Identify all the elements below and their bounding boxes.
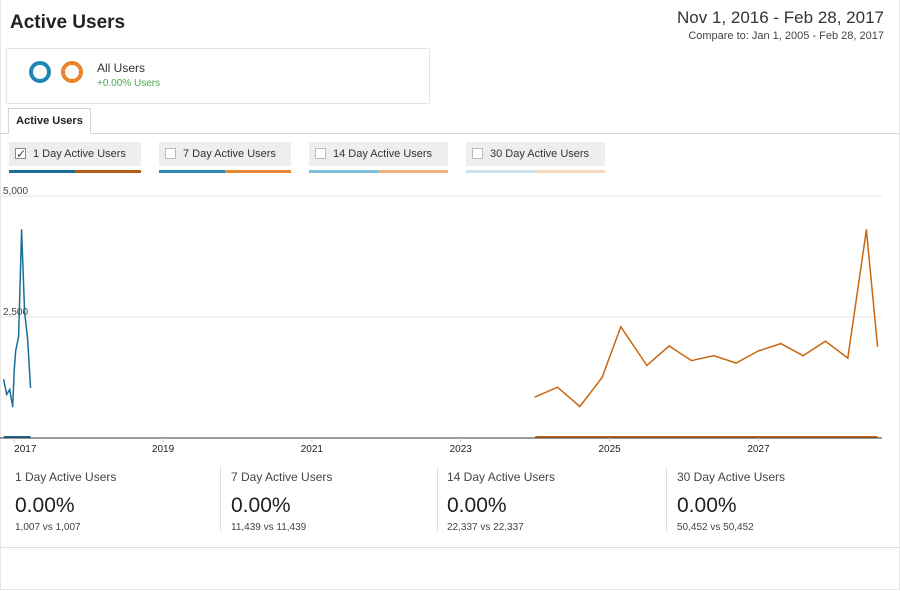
data-point — [20, 229, 23, 231]
checkbox-icon[interactable] — [165, 148, 176, 159]
stat-30-day: 30 Day Active Users 0.00% 50,452 vs 50,4… — [677, 470, 785, 533]
x-tick-label: 2021 — [301, 444, 324, 455]
stat-percent: 0.00% — [15, 494, 75, 517]
metric-color-bar — [309, 170, 448, 173]
data-point — [17, 335, 20, 338]
stat-name: 30 Day Active Users — [677, 470, 786, 484]
x-tick-label: 2017 — [14, 444, 37, 455]
metric-label: 30 Day Active Users — [490, 148, 590, 160]
data-point — [846, 357, 849, 359]
metric-toggle-1-day[interactable]: 1 Day Active Users — [9, 142, 141, 173]
x-tick-label: 2019 — [152, 444, 175, 455]
metric-color-b — [225, 170, 291, 173]
stat-14-day: 14 Day Active Users 0.00% 22,337 vs 22,3… — [447, 470, 555, 533]
data-point — [26, 337, 29, 340]
stat-compare: 11,439 vs 11,439 — [231, 522, 307, 533]
metric-color-bar — [9, 170, 141, 173]
data-point — [690, 359, 693, 362]
metric-color-bar — [159, 170, 291, 173]
stat-divider — [666, 467, 667, 531]
metric-color-bar — [466, 170, 605, 173]
metric-label: 7 Day Active Users — [183, 148, 276, 160]
y-tick-label: 5,000 — [3, 186, 28, 197]
data-point — [865, 229, 868, 231]
stat-divider — [220, 467, 221, 531]
data-point — [601, 376, 603, 379]
metric-color-a — [159, 170, 225, 173]
data-point — [712, 354, 715, 357]
metric-color-a — [9, 170, 75, 173]
data-point — [11, 405, 14, 408]
data-point — [29, 386, 32, 388]
stat-compare: 50,452 vs 50,452 — [677, 522, 754, 533]
metric-color-b — [535, 170, 605, 173]
metric-toggle-7-day[interactable]: 7 Day Active Users — [159, 142, 291, 173]
metric-label: 14 Day Active Users — [333, 148, 433, 160]
data-point — [23, 311, 26, 313]
data-point — [556, 386, 559, 388]
tab-bar-line — [0, 133, 899, 134]
tab-active-users[interactable]: Active Users — [8, 108, 91, 134]
stat-percent: 0.00% — [447, 494, 507, 517]
data-point — [534, 396, 536, 398]
line-chart[interactable]: 5,000 2,500 2017 2019 2021 2023 2025 2027 — [0, 185, 900, 457]
checkbox-icon[interactable] — [472, 148, 483, 159]
metric-color-a — [309, 170, 379, 173]
stat-percent: 0.00% — [677, 494, 737, 517]
metric-color-a — [466, 170, 536, 173]
stat-1-day: 1 Day Active Users 0.00% 1,007 vs 1,007 — [15, 470, 116, 533]
chart-area[interactable]: 5,000 2,500 2017 2019 2021 2023 2025 2027 — [0, 185, 900, 462]
segment-card[interactable]: All Users +0.00% Users — [6, 48, 430, 104]
bottom-divider — [0, 547, 899, 548]
data-point — [8, 388, 11, 391]
stat-name: 14 Day Active Users — [447, 470, 556, 484]
segment-change: +0.00% Users — [97, 78, 161, 89]
data-point — [824, 340, 827, 342]
data-point — [5, 393, 8, 396]
donut-blue-icon — [29, 61, 51, 83]
x-tick-label: 2025 — [598, 444, 621, 455]
metric-toggle-30-day[interactable]: 30 Day Active Users — [466, 142, 605, 173]
stat-compare: 1,007 vs 1,007 — [15, 522, 81, 533]
data-point — [579, 405, 581, 408]
data-point — [13, 369, 15, 372]
x-tick-label: 2027 — [747, 444, 770, 455]
compare-range-label: Compare to: Jan 1, 2005 - Feb 28, 2017 — [688, 30, 884, 42]
data-point — [2, 379, 5, 381]
stat-7-day: 7 Day Active Users 0.00% 11,439 vs 11,43… — [231, 470, 332, 533]
data-point — [802, 354, 804, 357]
data-point — [757, 350, 760, 352]
page-title: Active Users — [10, 12, 126, 33]
checkbox-checked-icon[interactable] — [15, 142, 26, 166]
data-point — [779, 342, 782, 345]
metric-color-b — [378, 170, 448, 173]
y-tick-label: 2,500 — [3, 307, 28, 318]
x-tick-label: 2023 — [450, 444, 473, 455]
stat-name: 7 Day Active Users — [231, 470, 333, 484]
metric-toggle-14-day[interactable]: 14 Day Active Users — [309, 142, 448, 173]
series-line — [534, 229, 879, 408]
segment-name: All Users — [97, 61, 146, 75]
donut-orange-icon — [61, 61, 83, 83]
data-point — [646, 364, 648, 367]
stat-name: 1 Day Active Users — [15, 470, 117, 484]
data-point — [876, 345, 879, 347]
stat-compare: 22,337 vs 22,337 — [447, 522, 524, 533]
series-line — [2, 229, 32, 407]
data-point — [735, 362, 737, 364]
date-range-label[interactable]: Nov 1, 2016 - Feb 28, 2017 — [677, 8, 884, 27]
date-range-picker[interactable]: Nov 1, 2016 - Feb 28, 2017 Compare to: J… — [677, 8, 884, 42]
metric-label: 1 Day Active Users — [33, 148, 126, 160]
checkbox-icon[interactable] — [315, 148, 326, 159]
data-point — [14, 350, 17, 352]
stat-percent: 0.00% — [231, 494, 291, 517]
stat-divider — [437, 467, 438, 531]
data-point — [668, 345, 670, 347]
metric-color-b — [75, 170, 141, 173]
data-point — [619, 325, 622, 328]
